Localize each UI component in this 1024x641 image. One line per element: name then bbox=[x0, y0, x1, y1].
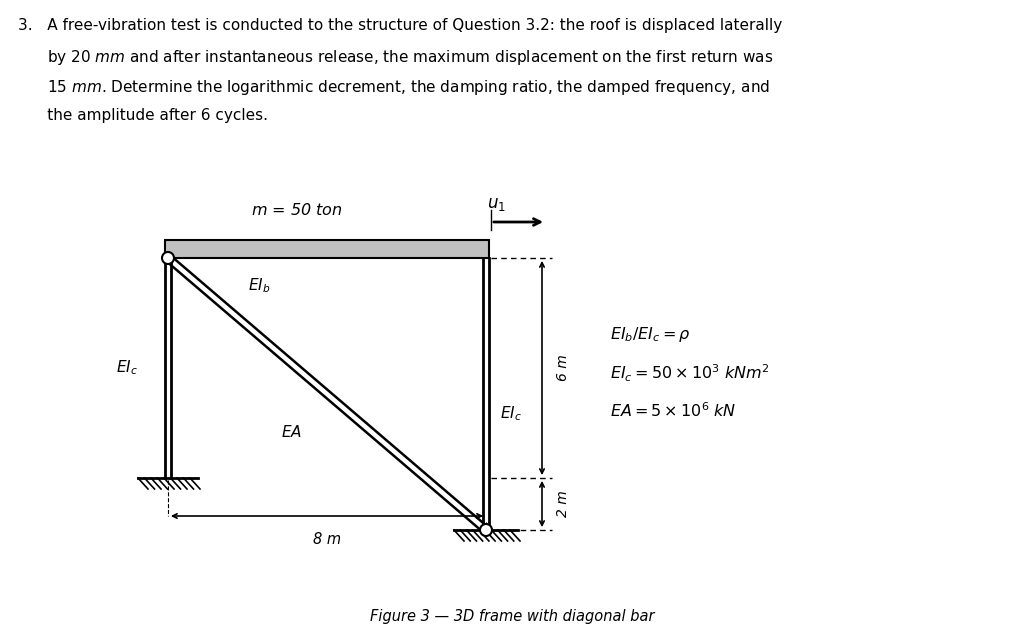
Text: $EI_c = 50 \times 10^3$ $kNm^2$: $EI_c = 50 \times 10^3$ $kNm^2$ bbox=[610, 362, 770, 384]
Text: 3.   A free-vibration test is conducted to the structure of Question 3.2: the ro: 3. A free-vibration test is conducted to… bbox=[18, 18, 782, 33]
Text: Figure 3 — 3D frame with diagonal bar: Figure 3 — 3D frame with diagonal bar bbox=[370, 610, 654, 624]
Text: $EI_b$: $EI_b$ bbox=[248, 276, 270, 295]
Text: by 20 $mm$ and after instantaneous release, the maximum displacement on the firs: by 20 $mm$ and after instantaneous relea… bbox=[18, 48, 773, 67]
Bar bbox=[165, 240, 489, 258]
Text: $EI_c$: $EI_c$ bbox=[500, 404, 522, 423]
Circle shape bbox=[162, 252, 174, 264]
Text: $u_1$: $u_1$ bbox=[486, 195, 506, 213]
Text: 6 m: 6 m bbox=[556, 354, 570, 381]
Text: 8 m: 8 m bbox=[313, 532, 341, 547]
Text: the amplitude after 6 cycles.: the amplitude after 6 cycles. bbox=[18, 108, 268, 123]
Text: 15 $mm$. Determine the logarithmic decrement, the damping ratio, the damped freq: 15 $mm$. Determine the logarithmic decre… bbox=[18, 78, 770, 97]
Circle shape bbox=[480, 524, 492, 536]
Text: $m$ = 50 $ton$: $m$ = 50 $ton$ bbox=[251, 202, 343, 218]
Text: $EA = 5 \times 10^6$ $kN$: $EA = 5 \times 10^6$ $kN$ bbox=[610, 402, 736, 420]
Text: $EI_b/EI_c = \rho$: $EI_b/EI_c = \rho$ bbox=[610, 326, 691, 344]
Text: 2 m: 2 m bbox=[556, 490, 570, 517]
Text: $EI_c$: $EI_c$ bbox=[116, 359, 138, 378]
Text: $EA$: $EA$ bbox=[281, 424, 302, 440]
